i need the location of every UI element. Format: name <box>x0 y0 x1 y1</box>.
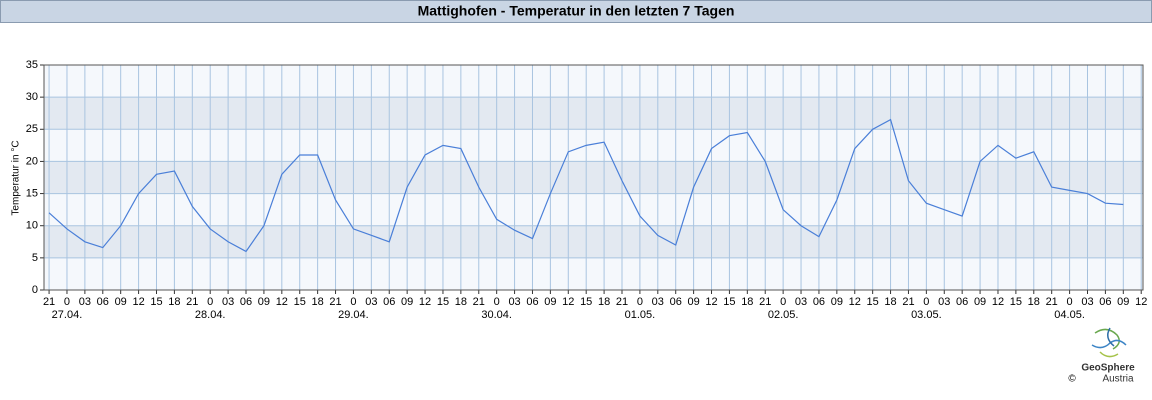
date-label: 04.05. <box>1054 309 1085 321</box>
band <box>44 97 1143 130</box>
y-tick-label: 5 <box>32 252 38 264</box>
x-tick-label: 18 <box>168 296 180 308</box>
x-tick-label: 18 <box>598 296 610 308</box>
x-tick-label: 12 <box>132 296 144 308</box>
date-label: 03.05. <box>911 309 942 321</box>
x-tick-label: 15 <box>867 296 879 308</box>
x-tick-label: 03 <box>1081 296 1093 308</box>
x-tick-label: 09 <box>831 296 843 308</box>
x-tick-label: 09 <box>1117 296 1129 308</box>
copyright: © <box>1068 374 1076 385</box>
x-tick-label: 12 <box>705 296 717 308</box>
x-tick-label: 12 <box>1135 296 1147 308</box>
x-tick-label: 06 <box>383 296 395 308</box>
x-tick-label: 12 <box>562 296 574 308</box>
x-tick-label: 12 <box>419 296 431 308</box>
x-tick-label: 03 <box>222 296 234 308</box>
x-tick-label: 0 <box>207 296 213 308</box>
plot-border <box>43 64 1144 291</box>
date-label: 01.05. <box>625 309 656 321</box>
x-tick-label: 06 <box>240 296 252 308</box>
date-label: 30.04. <box>481 309 512 321</box>
x-tick-label: 18 <box>312 296 324 308</box>
x-tick-label: 21 <box>616 296 628 308</box>
x-tick-label: 0 <box>637 296 643 308</box>
y-tick-label: 0 <box>32 284 38 296</box>
x-tick-label: 0 <box>780 296 786 308</box>
x-tick-label: 18 <box>741 296 753 308</box>
x-tick-label: 0 <box>64 296 70 308</box>
x-tick-label: 21 <box>1046 296 1058 308</box>
y-axis-label: Temperatur in °C <box>11 140 22 215</box>
band <box>44 225 1143 258</box>
y-tick-label: 30 <box>26 91 38 103</box>
y-tick-label: 15 <box>26 187 38 199</box>
temperature-line <box>48 118 1124 253</box>
x-tick-label: 15 <box>580 296 592 308</box>
x-tick-label: 12 <box>992 296 1004 308</box>
date-label: 02.05. <box>768 309 799 321</box>
y-tick-label: 10 <box>26 220 38 232</box>
band <box>44 161 1143 194</box>
date-label: 29.04. <box>338 309 369 321</box>
date-label: 27.04. <box>52 309 83 321</box>
x-tick-label: 18 <box>1028 296 1040 308</box>
y-tick-label: 35 <box>26 59 38 71</box>
x-tick-label: 18 <box>884 296 896 308</box>
x-tick-label: 21 <box>473 296 485 308</box>
x-tick-label: 03 <box>938 296 950 308</box>
date-label: 28.04. <box>195 309 226 321</box>
x-tick-label: 21 <box>186 296 198 308</box>
x-tick-label: 03 <box>795 296 807 308</box>
x-tick-label: 06 <box>1099 296 1111 308</box>
x-tick-label: 15 <box>294 296 306 308</box>
x-tick-label: 03 <box>508 296 520 308</box>
x-tick-label: 09 <box>401 296 413 308</box>
x-tick-label: 09 <box>544 296 556 308</box>
x-tick-label: 09 <box>687 296 699 308</box>
x-tick-label: 0 <box>923 296 929 308</box>
x-tick-label: 0 <box>494 296 500 308</box>
x-tick-label: 06 <box>813 296 825 308</box>
logo-name: GeoSphere <box>1081 363 1135 374</box>
x-tick-label: 15 <box>723 296 735 308</box>
x-tick-label: 0 <box>1067 296 1073 308</box>
x-tick-label: 09 <box>974 296 986 308</box>
x-tick-label: 09 <box>115 296 127 308</box>
x-tick-label: 06 <box>526 296 538 308</box>
x-tick-label: 0 <box>350 296 356 308</box>
x-tick-label: 21 <box>902 296 914 308</box>
x-tick-label: 21 <box>329 296 341 308</box>
plot-area <box>44 65 1143 290</box>
x-tick-label: 18 <box>455 296 467 308</box>
x-tick-label: 09 <box>258 296 270 308</box>
y-tick-label: 25 <box>26 123 38 135</box>
x-tick-label: 21 <box>759 296 771 308</box>
x-tick-label: 21 <box>43 296 55 308</box>
x-tick-label: 06 <box>670 296 682 308</box>
x-tick-label: 03 <box>652 296 664 308</box>
logo-sub: Austria <box>1102 374 1134 385</box>
chart-title: Mattighofen - Temperatur in den letzten … <box>418 3 735 19</box>
x-tick-label: 12 <box>849 296 861 308</box>
x-tick-label: 12 <box>276 296 288 308</box>
x-tick-label: 06 <box>97 296 109 308</box>
x-tick-label: 03 <box>79 296 91 308</box>
x-tick-label: 03 <box>365 296 377 308</box>
y-tick-label: 20 <box>26 155 38 167</box>
x-tick-label: 15 <box>1010 296 1022 308</box>
logo-icon <box>1091 327 1127 358</box>
x-tick-label: 15 <box>437 296 449 308</box>
x-tick-label: 15 <box>150 296 162 308</box>
x-tick-label: 06 <box>956 296 968 308</box>
